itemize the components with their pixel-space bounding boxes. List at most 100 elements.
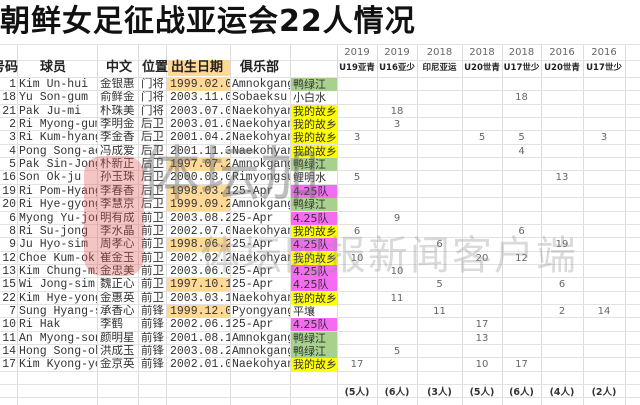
player-chinese-name[interactable]: 金惠英 [100, 292, 135, 305]
shirt-number-cell[interactable]: 17 [515, 359, 528, 370]
player-club-chinese[interactable]: 鸭绿江 [291, 198, 337, 211]
player-club-chinese[interactable]: 我的故乡 [291, 252, 337, 265]
shirt-number-cell[interactable] [417, 131, 462, 144]
player-club[interactable]: Naekohyang [232, 358, 290, 371]
shirt-number-cell[interactable]: 6 [558, 279, 566, 290]
player-name[interactable]: Hong Song-ok [19, 345, 97, 358]
player-club-chinese[interactable]: 鸭绿江 [291, 332, 337, 345]
player-name[interactable]: Ju Hyo-sim [19, 238, 89, 251]
shirt-number-cell[interactable] [417, 158, 462, 171]
player-birth-date[interactable]: 2000.03.07 [170, 171, 230, 184]
player-name[interactable]: Ri Hak [19, 318, 61, 331]
player-club[interactable]: Naekohyang [232, 225, 290, 238]
shirt-number-cell[interactable]: 10 [350, 253, 364, 264]
player-number[interactable]: 10 [2, 318, 16, 331]
shirt-number-cell[interactable] [502, 185, 541, 198]
player-birth-date[interactable]: 2003.01.01 [170, 118, 230, 131]
shirt-number-cell[interactable] [541, 198, 583, 211]
player-number[interactable]: 7 [9, 305, 16, 318]
player-club[interactable]: Naekohyang [232, 292, 290, 305]
shirt-number-cell[interactable] [583, 252, 625, 265]
shirt-number-cell[interactable] [417, 345, 462, 358]
player-club-chinese[interactable]: 平壤 [291, 305, 337, 318]
shirt-number-cell[interactable]: 10 [475, 359, 489, 370]
shirt-number-cell[interactable] [377, 332, 417, 345]
player-name[interactable]: Kim Kyong-yong [19, 358, 97, 371]
shirt-number-cell[interactable] [583, 265, 625, 278]
player-number[interactable]: 17 [2, 358, 16, 371]
player-name[interactable]: Sung Hyang-sim [19, 305, 97, 318]
shirt-number-cell[interactable] [462, 118, 502, 131]
player-name[interactable]: Ri Hye-gyong [19, 198, 97, 211]
player-chinese-name[interactable]: 承香心 [100, 305, 135, 318]
shirt-number-cell[interactable] [462, 305, 502, 318]
player-birth-date[interactable]: 2002.06.12 [170, 318, 230, 331]
player-name[interactable]: Kim Hye-yong [19, 292, 97, 305]
player-club-chinese[interactable]: 4.25队 [291, 212, 337, 225]
shirt-number-cell[interactable] [502, 118, 541, 131]
player-club-chinese[interactable]: 我的故乡 [291, 131, 337, 144]
shirt-number-cell[interactable] [583, 171, 625, 184]
player-club[interactable]: 25-Apr [232, 185, 274, 198]
player-position[interactable]: 后卫 [141, 145, 164, 158]
player-name[interactable]: Pak Ju-mi [19, 105, 82, 118]
shirt-number-cell[interactable]: 18 [515, 92, 528, 103]
shirt-number-cell[interactable] [583, 91, 625, 104]
player-number[interactable]: 2 [9, 118, 16, 131]
player-name[interactable]: Kim Un-hui [19, 78, 89, 91]
shirt-number-cell[interactable] [502, 278, 541, 291]
shirt-number-cell[interactable] [462, 292, 502, 305]
shirt-number-cell[interactable] [377, 198, 417, 211]
player-chinese-name[interactable]: 俞鲜金 [100, 91, 135, 104]
shirt-number-cell[interactable] [583, 158, 625, 171]
shirt-number-cell[interactable] [541, 185, 583, 198]
player-position[interactable]: 前卫 [141, 278, 164, 291]
player-number[interactable]: 9 [9, 238, 16, 251]
shirt-number-cell[interactable] [541, 105, 583, 118]
player-name[interactable]: Myong Yu-jong [19, 212, 97, 225]
shirt-number-cell[interactable] [541, 131, 583, 144]
shirt-number-cell[interactable]: 11 [390, 293, 404, 304]
player-club[interactable]: Naekohyang [232, 105, 290, 118]
player-club-chinese[interactable]: 我的故乡 [291, 225, 337, 238]
shirt-number-cell[interactable]: 5 [393, 346, 401, 357]
player-club-chinese[interactable]: 鲤明水 [291, 171, 337, 184]
shirt-number-cell[interactable] [583, 198, 625, 211]
player-club[interactable]: Amnokgang [232, 158, 290, 171]
shirt-number-cell[interactable] [462, 158, 502, 171]
player-club[interactable]: 25-Apr [232, 318, 274, 331]
player-chinese-name[interactable]: 孙玉珠 [100, 171, 135, 184]
shirt-number-cell[interactable] [462, 105, 502, 118]
shirt-number-cell[interactable] [583, 345, 625, 358]
player-birth-date[interactable]: 1999.12.02 [167, 305, 230, 318]
player-position[interactable]: 后卫 [141, 171, 164, 184]
shirt-number-cell[interactable] [417, 118, 462, 131]
player-club-chinese[interactable]: 4.25队 [291, 265, 337, 278]
player-club-chinese[interactable]: 我的故乡 [291, 358, 337, 371]
shirt-number-cell[interactable] [462, 78, 502, 91]
shirt-number-cell[interactable] [337, 145, 377, 158]
player-number[interactable]: 18 [2, 91, 16, 104]
player-position[interactable]: 门将 [141, 105, 164, 118]
shirt-number-cell[interactable] [502, 305, 541, 318]
player-club[interactable]: Amnokgang [232, 345, 290, 358]
shirt-number-cell[interactable] [502, 345, 541, 358]
shirt-number-cell[interactable] [377, 358, 417, 371]
player-name[interactable]: Pak Sin-Jong [19, 158, 97, 171]
shirt-number-cell[interactable] [502, 212, 541, 225]
player-club[interactable]: Naekohyang [232, 252, 290, 265]
shirt-number-cell[interactable]: 9 [393, 213, 401, 224]
player-birth-date[interactable]: 2003.08.21 [170, 345, 230, 358]
shirt-number-cell[interactable] [462, 185, 502, 198]
player-club[interactable]: 25-Apr [232, 278, 274, 291]
player-club[interactable]: Rimyongsu [232, 171, 290, 184]
player-club[interactable]: Sobaeksu [232, 91, 288, 104]
shirt-number-cell[interactable] [583, 145, 625, 158]
player-club[interactable]: Naekohyang [232, 145, 290, 158]
player-position[interactable]: 门将 [141, 91, 164, 104]
player-club[interactable]: Amnokgang [232, 198, 290, 211]
player-name[interactable]: Ri Pom-Hyang [19, 185, 97, 198]
player-number[interactable]: 5 [9, 158, 16, 171]
player-number[interactable]: 8 [9, 225, 16, 238]
shirt-number-cell[interactable] [541, 345, 583, 358]
